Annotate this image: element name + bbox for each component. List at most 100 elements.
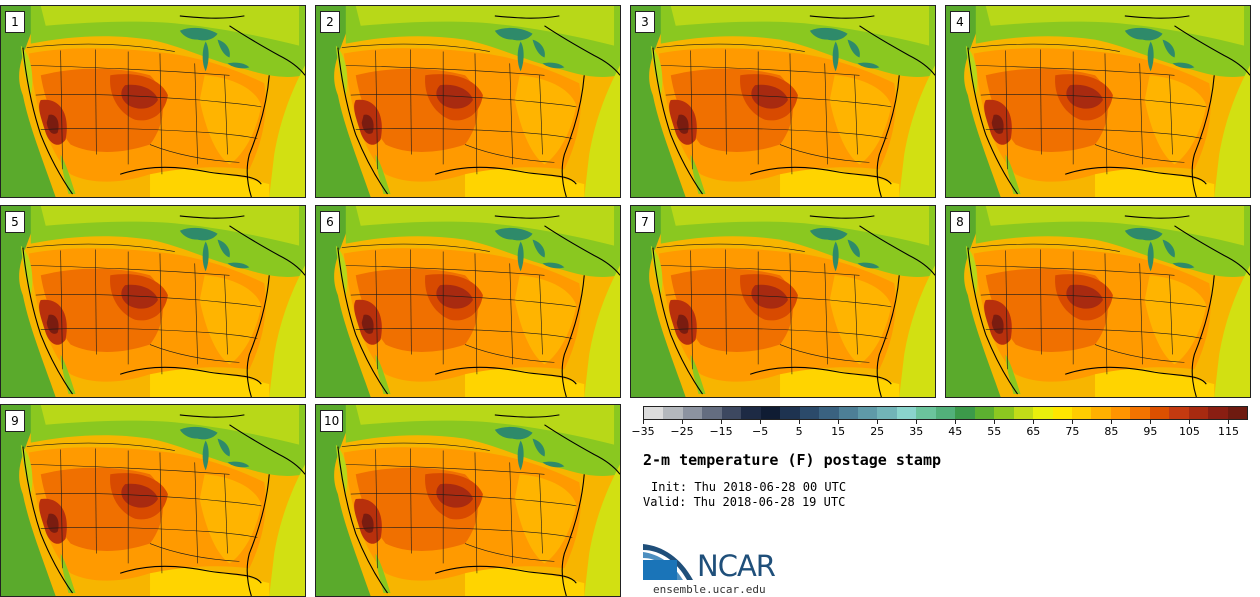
colorbar-tick (1033, 420, 1035, 424)
temperature-map (1, 6, 305, 197)
colorbar-swatch (838, 407, 858, 419)
colorbar-swatch (955, 407, 975, 419)
colorbar-swatch (1013, 407, 1034, 419)
colorbar-tick (721, 420, 723, 424)
chart-title: 2-m temperature (F) postage stamp (643, 451, 942, 469)
ncar-logo-icon (643, 544, 693, 580)
ensemble-member-panel: 5 (0, 205, 306, 398)
colorbar-swatch (819, 407, 839, 419)
colorbar-swatch (916, 407, 936, 419)
colorbar-tick (1072, 420, 1074, 424)
colorbar-tick (643, 420, 644, 424)
colorbar-swatch (935, 407, 956, 419)
site-url: ensemble.ucar.edu (653, 583, 766, 596)
colorbar-swatch (1149, 407, 1170, 419)
colorbar-swatch (1071, 407, 1092, 419)
colorbar-swatch (682, 407, 703, 419)
colorbar-tick-label: 75 (1065, 425, 1080, 438)
colorbar-tick-label: 5 (795, 425, 803, 438)
temperature-map (1, 405, 305, 596)
colorbar-swatch (1091, 407, 1111, 419)
colorbar-tick (682, 420, 684, 424)
colorbar-swatch (877, 407, 897, 419)
colorbar-tick-label: −25 (670, 425, 694, 438)
colorbar-tick-label: 105 (1178, 425, 1200, 438)
colorbar-swatch (1208, 407, 1228, 419)
colorbar-swatch (857, 407, 878, 419)
colorbar-tick-label: 115 (1217, 425, 1239, 438)
colorbar (643, 406, 1248, 420)
colorbar-tick-label: 45 (948, 425, 963, 438)
colorbar-tick-label: 85 (1104, 425, 1119, 438)
colorbar-swatch (721, 407, 742, 419)
colorbar-tick-label: 25 (870, 425, 885, 438)
member-number-label: 1 (5, 11, 25, 33)
colorbar-swatch (1188, 407, 1209, 419)
colorbar-swatch (702, 407, 722, 419)
colorbar-tick (1111, 420, 1113, 424)
colorbar-swatch (1227, 407, 1248, 419)
member-number-label: 8 (950, 211, 970, 233)
colorbar-tick-label: 15 (831, 425, 846, 438)
ensemble-member-panel: 4 (945, 5, 1251, 198)
colorbar-swatch (760, 407, 781, 419)
member-number-label: 5 (5, 211, 25, 233)
member-number-label: 2 (320, 11, 340, 33)
temperature-map (316, 6, 620, 197)
colorbar-swatch (644, 407, 664, 419)
ncar-logo-text: NCAR (697, 549, 776, 583)
colorbar-tick (955, 420, 957, 424)
ensemble-member-panel: 2 (315, 5, 621, 198)
temperature-map (631, 206, 935, 397)
member-number-label: 10 (320, 410, 344, 432)
colorbar-tick-label: −35 (631, 425, 655, 438)
colorbar-swatch (1052, 407, 1072, 419)
ensemble-member-panel: 10 (315, 404, 621, 597)
colorbar-axis: −35 −25 −15 −5 5 15 25 35 45 55 65 75 85 95 105 115 (631, 420, 1248, 444)
colorbar-tick (838, 420, 840, 424)
temperature-map (316, 405, 620, 596)
colorbar-swatch (780, 407, 800, 419)
member-number-label: 7 (635, 211, 655, 233)
colorbar-swatch (1033, 407, 1053, 419)
temperature-map (316, 206, 620, 397)
ensemble-member-panel: 8 (945, 205, 1251, 398)
ensemble-member-panel: 6 (315, 205, 621, 398)
member-number-label: 9 (5, 410, 25, 432)
colorbar-swatch (799, 407, 820, 419)
colorbar-tick (1150, 420, 1152, 424)
temperature-map (631, 6, 935, 197)
ensemble-member-panel: 1 (0, 5, 306, 198)
colorbar-swatch (663, 407, 683, 419)
temperature-map (946, 206, 1250, 397)
init-time: Init: Thu 2018-06-28 00 UTC (651, 480, 847, 494)
colorbar-swatch (741, 407, 761, 419)
member-number-label: 3 (635, 11, 655, 33)
colorbar-tick (994, 420, 996, 424)
temperature-map (1, 206, 305, 397)
colorbar-tick-label: 55 (987, 425, 1002, 438)
colorbar-tick (1228, 420, 1230, 424)
colorbar-tick (799, 420, 801, 424)
colorbar-swatch (1110, 407, 1131, 419)
colorbar-tick-label: −15 (709, 425, 733, 438)
colorbar-swatch (1169, 407, 1189, 419)
colorbar-swatch (1130, 407, 1150, 419)
ensemble-member-panel: 9 (0, 404, 306, 597)
colorbar-tick-label: 95 (1143, 425, 1158, 438)
ensemble-member-panel: 7 (630, 205, 936, 398)
colorbar-tick-label: 35 (909, 425, 924, 438)
member-number-label: 4 (950, 11, 970, 33)
colorbar-tick (916, 420, 918, 424)
colorbar-swatch (896, 407, 917, 419)
colorbar-tick (1189, 420, 1191, 424)
colorbar-swatch (994, 407, 1014, 419)
member-number-label: 6 (320, 211, 340, 233)
colorbar-tick (760, 420, 762, 424)
ensemble-member-panel: 3 (630, 5, 936, 198)
temperature-map (946, 6, 1250, 197)
colorbar-tick-label: −5 (751, 425, 769, 438)
colorbar-tick (877, 420, 879, 424)
colorbar-swatch (974, 407, 995, 419)
colorbar-tick-label: 65 (1026, 425, 1041, 438)
